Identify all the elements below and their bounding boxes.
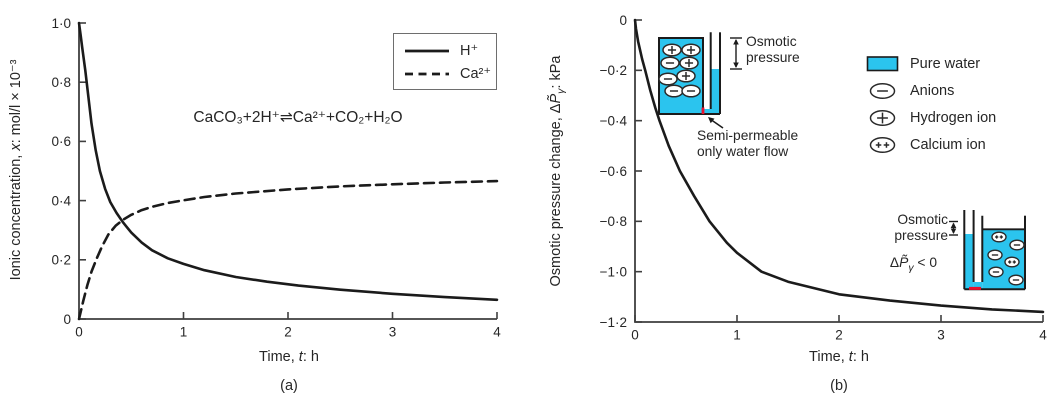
panel-b-ylabel-variable: P̃ — [548, 93, 564, 104]
calcium-ion-icon — [869, 136, 896, 153]
svg-text:0·2: 0·2 — [51, 253, 71, 268]
panel-a-xlabel-variable: t — [298, 349, 303, 365]
inset-bottom-pressure-line1: Osmotic — [897, 212, 948, 227]
calcium-ion-symbol — [1004, 256, 1020, 268]
svg-text:1·0: 1·0 — [51, 16, 71, 31]
anion-icon — [869, 82, 896, 99]
svg-text:4: 4 — [1039, 328, 1047, 343]
svg-text:0·8: 0·8 — [51, 75, 71, 90]
svg-text:0: 0 — [619, 13, 627, 28]
svg-text:3: 3 — [389, 325, 397, 340]
legend-label: Ca²⁺ — [460, 66, 492, 83]
osmosis-diagram-top-inset — [658, 32, 742, 129]
panel-b-y-axis-label: Osmotic pressure change, ΔP̃γ: kPa — [546, 1, 567, 341]
legend-item-water: Pure water — [866, 53, 996, 74]
legend-item-anion: Anions — [866, 80, 996, 101]
delta-subscript: γ — [908, 261, 914, 274]
svg-text:0·6: 0·6 — [51, 134, 71, 149]
legend-label: Pure water — [910, 55, 981, 72]
panel-a-ylabel-prefix: Ionic concentration, — [8, 150, 24, 281]
membrane-label-line1: Semi-permeable — [697, 128, 799, 143]
legend-label: Calcium ion — [910, 136, 986, 153]
series-dashed — [77, 179, 499, 321]
hydrogen-ion-icon — [869, 109, 896, 126]
panel-a-y-axis-label: Ionic concentration, x: mol/l × 10⁻³ — [6, 0, 26, 340]
svg-text:0: 0 — [631, 328, 639, 343]
series-solid — [633, 18, 1045, 314]
legend-item-solid: H⁺ — [403, 40, 492, 61]
calcium-ion-symbol — [869, 136, 896, 153]
svg-text:1: 1 — [180, 325, 188, 340]
svg-text:−0·2: −0·2 — [600, 63, 627, 78]
panel-a-caption: (a) — [280, 378, 298, 394]
solid-line-sample — [405, 49, 449, 53]
svg-text:−0·8: −0·8 — [600, 214, 627, 229]
svg-text:−0·4: −0·4 — [600, 113, 628, 128]
panel-b-ylabel-prefix: Osmotic pressure change, Δ — [548, 103, 564, 287]
svg-text:2: 2 — [835, 328, 843, 343]
svg-text:2: 2 — [284, 325, 292, 340]
delta-variable: P̃ — [899, 255, 909, 270]
svg-text:3: 3 — [937, 328, 945, 343]
inset-bottom-pressure-line2: pressure — [894, 228, 948, 243]
panel-b-ylabel-suffix: : kPa — [548, 55, 564, 89]
panel-b-caption: (b) — [830, 378, 848, 394]
panel-b-ylabel-subscript: γ — [554, 88, 567, 94]
legend-item-hydrogen: Hydrogen ion — [866, 107, 996, 128]
calcium-ion-symbol — [991, 231, 1007, 243]
series-solid — [77, 21, 499, 302]
legend-label: H⁺ — [460, 42, 479, 59]
panel-a-legend: H⁺ Ca²⁺ — [393, 33, 497, 90]
legend-label: Hydrogen ion — [910, 109, 997, 126]
legend-item-calcium: Calcium ion — [866, 134, 996, 155]
panel-a-x-axis-label: Time, t: h — [219, 349, 359, 365]
svg-text:0: 0 — [63, 312, 71, 327]
svg-text:0: 0 — [75, 325, 83, 340]
svg-text:−1·0: −1·0 — [600, 264, 627, 279]
dashed-line-sample — [405, 72, 449, 76]
panel-a-xlabel-suffix: : h — [302, 349, 319, 365]
inset-top-pressure-line1: Osmotic — [746, 34, 797, 49]
panel-b-x-axis-label: Time, t: h — [769, 349, 909, 365]
svg-text:4: 4 — [493, 325, 501, 340]
panel-a-ylabel-variable: x — [8, 143, 24, 151]
semi-permeable-label: Semi-permeable only water flow — [697, 128, 798, 160]
panel-a-ylabel-suffix: : mol/l × 10⁻³ — [8, 59, 24, 144]
osmosis-diagram-bottom-inset — [949, 210, 1026, 291]
svg-text:−0·6: −0·6 — [600, 164, 627, 179]
panel-b-xlabel-suffix: : h — [852, 349, 869, 365]
delta-suffix: < 0 — [913, 255, 937, 270]
svg-text:1: 1 — [733, 328, 741, 343]
panel-b-xlabel-prefix: Time, — [809, 349, 849, 365]
legend-label: Anions — [910, 82, 955, 99]
delta-prefix: Δ — [889, 255, 900, 270]
panel-b-legend: Pure water Anions Hydrogen ion Calcium ion — [866, 53, 996, 155]
svg-text:−1·2: −1·2 — [600, 315, 627, 330]
inset-top-pressure-line2: pressure — [746, 50, 800, 65]
reaction-equation: CaCO₃+2H⁺⇌Ca²⁺+CO₂+H₂O — [193, 109, 403, 126]
delta-pressure-annotation: ΔP̃γ < 0 — [890, 255, 937, 276]
svg-text:0·4: 0·4 — [51, 193, 71, 208]
membrane-label-line2: only water flow — [697, 144, 789, 159]
panel-b-xlabel-variable: t — [848, 349, 853, 365]
panel-a-xlabel-prefix: Time, — [259, 349, 299, 365]
pure-water-swatch — [866, 55, 899, 71]
inset-top-osmotic-pressure-label: Osmotic pressure — [746, 34, 800, 66]
inset-bottom-osmotic-pressure-label: Osmotic pressure — [894, 212, 948, 244]
legend-item-dashed: Ca²⁺ — [403, 64, 492, 85]
